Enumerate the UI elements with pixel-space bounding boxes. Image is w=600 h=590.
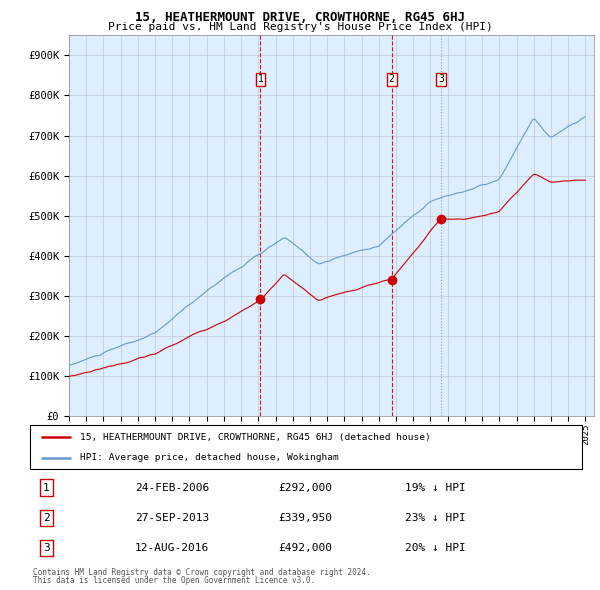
Text: 19% ↓ HPI: 19% ↓ HPI	[406, 483, 466, 493]
Text: 12-AUG-2016: 12-AUG-2016	[135, 543, 209, 553]
Text: 1: 1	[257, 74, 263, 84]
Text: 15, HEATHERMOUNT DRIVE, CROWTHORNE, RG45 6HJ (detached house): 15, HEATHERMOUNT DRIVE, CROWTHORNE, RG45…	[80, 432, 430, 442]
Text: Contains HM Land Registry data © Crown copyright and database right 2024.: Contains HM Land Registry data © Crown c…	[33, 568, 371, 576]
Text: Price paid vs. HM Land Registry's House Price Index (HPI): Price paid vs. HM Land Registry's House …	[107, 22, 493, 32]
Text: 1: 1	[43, 483, 50, 493]
Text: 20% ↓ HPI: 20% ↓ HPI	[406, 543, 466, 553]
Text: £339,950: £339,950	[278, 513, 332, 523]
Text: 2: 2	[389, 74, 395, 84]
Text: 15, HEATHERMOUNT DRIVE, CROWTHORNE, RG45 6HJ: 15, HEATHERMOUNT DRIVE, CROWTHORNE, RG45…	[135, 11, 465, 24]
Text: This data is licensed under the Open Government Licence v3.0.: This data is licensed under the Open Gov…	[33, 576, 315, 585]
Text: 3: 3	[438, 74, 444, 84]
Text: 24-FEB-2006: 24-FEB-2006	[135, 483, 209, 493]
Text: 23% ↓ HPI: 23% ↓ HPI	[406, 513, 466, 523]
Text: HPI: Average price, detached house, Wokingham: HPI: Average price, detached house, Woki…	[80, 454, 338, 463]
Text: 2: 2	[43, 513, 50, 523]
Text: 27-SEP-2013: 27-SEP-2013	[135, 513, 209, 523]
Text: £492,000: £492,000	[278, 543, 332, 553]
Text: 3: 3	[43, 543, 50, 553]
Text: £292,000: £292,000	[278, 483, 332, 493]
